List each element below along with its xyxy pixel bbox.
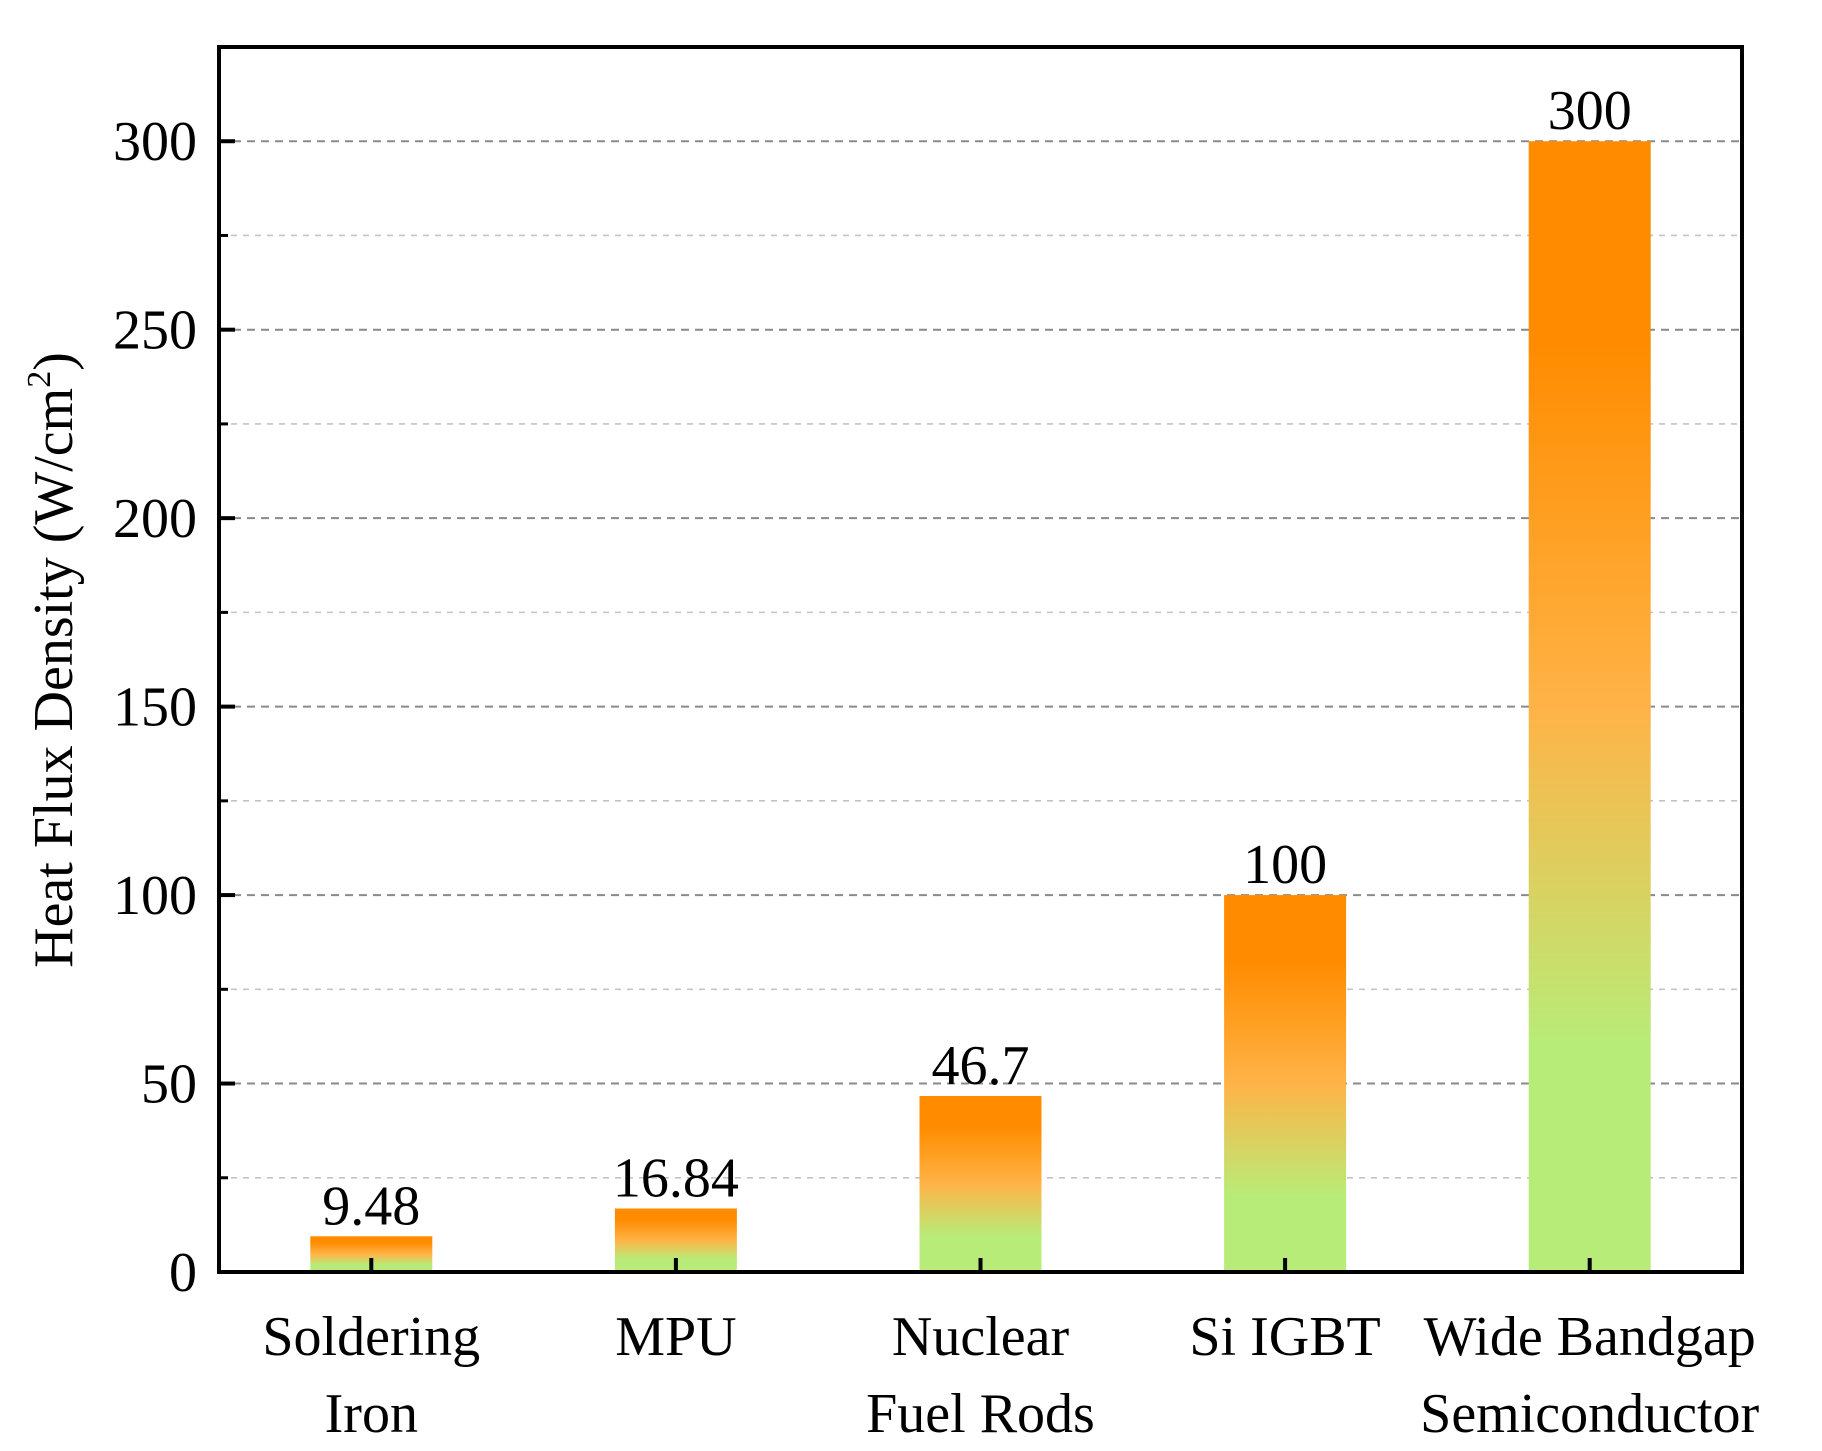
y-tick-label: 250 — [113, 300, 197, 362]
data-label: 9.48 — [322, 1175, 420, 1237]
y-tick-label: 150 — [113, 677, 197, 739]
data-label: 300 — [1548, 80, 1632, 142]
data-label: 16.84 — [613, 1148, 739, 1210]
category-label: Nuclear Fuel Rods — [866, 1306, 1095, 1445]
y-axis-title: Heat Flux Density (W/cm2) — [21, 352, 85, 968]
category-label-line: Si IGBT — [1189, 1306, 1380, 1368]
bars — [310, 141, 1651, 1273]
category-label-line: MPU — [615, 1306, 736, 1368]
category-label-line: Soldering — [262, 1306, 480, 1368]
data-label: 46.7 — [932, 1035, 1030, 1097]
category-label-line: Iron — [325, 1383, 418, 1445]
y-tick-label: 100 — [113, 865, 197, 927]
y-axis-title-text: Heat Flux Density (W/cm — [23, 388, 85, 968]
y-axis-title-suffix: ) — [23, 352, 85, 371]
category-label-line: Nuclear — [892, 1306, 1070, 1368]
category-label: Si IGBT — [1189, 1306, 1380, 1368]
category-label-line: Semiconductor — [1420, 1383, 1759, 1445]
category-label: Soldering Iron — [262, 1306, 480, 1445]
y-tick-label: 200 — [113, 488, 197, 550]
y-axis-ticks — [219, 139, 1592, 1274]
y-tick-label: 50 — [141, 1054, 197, 1116]
y-tick-label: 300 — [113, 111, 197, 173]
labels: 0 50 100 150 200 250 300 9.48 Soldering Iron 16.84… — [113, 80, 1760, 1445]
category-label-line: Wide Bandgap — [1424, 1306, 1756, 1368]
bar — [1528, 141, 1651, 1273]
y-tick-label: 0 — [169, 1242, 197, 1304]
category-label: Wide Bandgap Semiconductor — [1420, 1306, 1759, 1445]
y-axis-title-superscript: 2 — [21, 371, 58, 388]
bar — [919, 1095, 1042, 1272]
grid-lines — [219, 140, 1742, 1179]
data-label: 100 — [1243, 834, 1327, 896]
category-label-line: Fuel Rods — [866, 1383, 1095, 1445]
category-label: MPU — [615, 1306, 736, 1368]
bar — [1224, 895, 1347, 1272]
